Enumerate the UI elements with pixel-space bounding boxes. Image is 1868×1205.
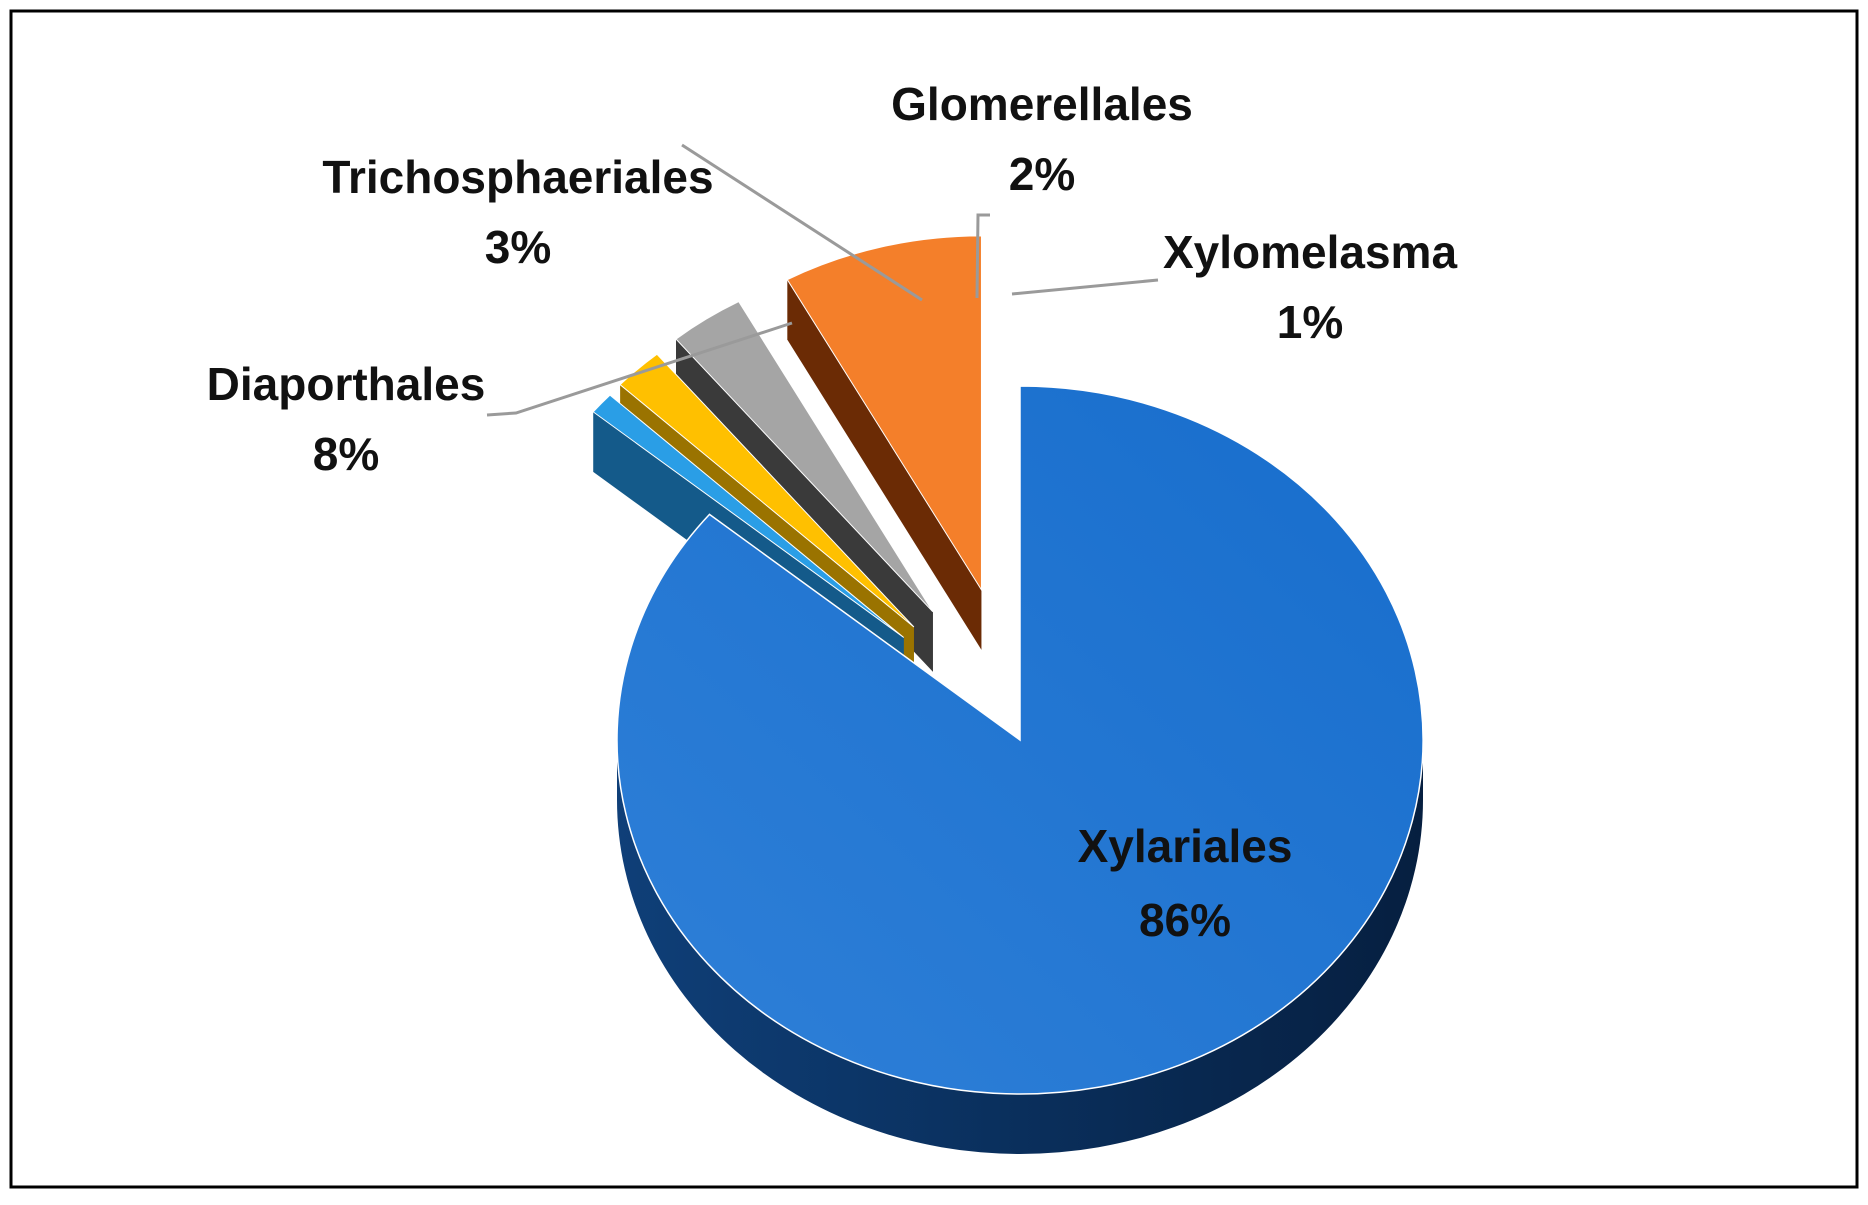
pie-slice-top-diaporthales [786, 235, 982, 592]
pie-slice-top-glomerellales [619, 353, 915, 628]
pie-slice-top-trichosphaeriales [675, 300, 934, 613]
leader-line-diaporthales [486, 321, 793, 417]
data-label-name-trichosphaeriales: Trichosphaeriales [322, 151, 713, 203]
pie-slice-side-xylariales [617, 740, 1423, 1154]
data-label-value-trichosphaeriales: 3% [485, 221, 551, 273]
pie-slice-face2-diaporthales [787, 279, 982, 650]
data-label-name-diaporthales: Diaporthales [207, 358, 486, 410]
leader-line-xylomelasma [1011, 278, 1159, 296]
pie-slice-xylariales [616, 385, 1424, 1154]
leader-line-glomerellales [975, 213, 990, 299]
data-label-value-diaporthales: 8% [313, 428, 379, 480]
leader-line-trichosphaeriales [681, 143, 923, 302]
pie-slice-top-xylomelasma [592, 394, 905, 638]
data-label-name-xylomelasma: Xylomelasma [1163, 226, 1457, 278]
data-label-value-glomerellales: 2% [1009, 148, 1075, 200]
pie-slice-top-xylariales [616, 385, 1424, 1095]
data-label-name-glomerellales: Glomerellales [891, 78, 1193, 130]
data-label-value-xylomelasma: 1% [1277, 296, 1343, 348]
data-label-name-xylariales: Xylariales [1078, 820, 1293, 872]
pie-slice-diaporthales [786, 235, 982, 650]
data-label-value-xylariales: 86% [1139, 894, 1231, 946]
